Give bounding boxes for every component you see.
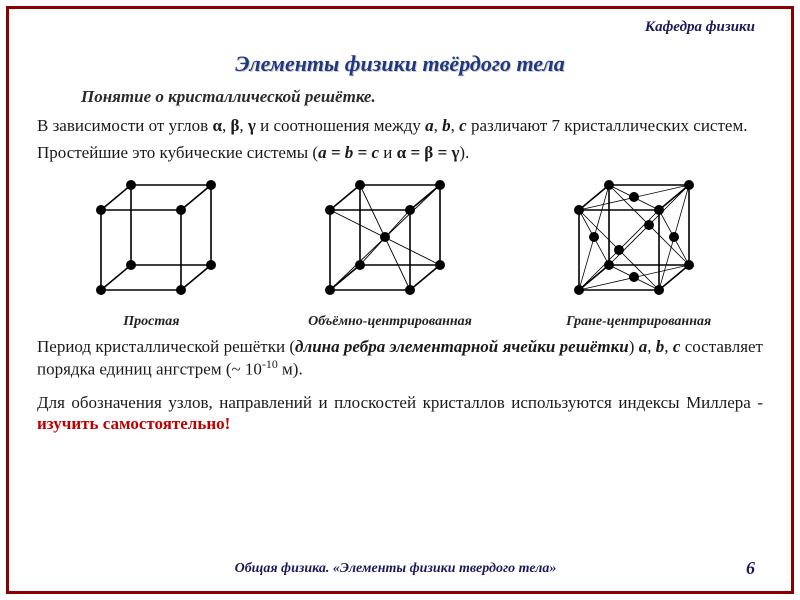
- paragraph-angles: В зависимости от углов α, β, γ и соотнош…: [37, 115, 763, 136]
- paragraph-period: Период кристаллической решётки (длина ре…: [37, 336, 763, 380]
- paragraph-cubic: Простейшие это кубические системы (a = b…: [37, 142, 763, 163]
- label-bcc: Объёмно-центрированная: [300, 314, 480, 330]
- department-label: Кафедра физики: [645, 19, 755, 36]
- diagram-fcc: Гране-центрированная: [549, 170, 729, 330]
- diagram-bcc: Объёмно-центрированная: [300, 170, 480, 330]
- bcc-svg: [300, 170, 480, 305]
- fcc-svg: [549, 170, 729, 305]
- footer-text: Общая физика. «Элементы физики твердого …: [45, 561, 746, 577]
- page-number: 6: [746, 558, 755, 579]
- label-simple: Простая: [71, 314, 231, 330]
- simple-cubic-svg: [71, 170, 231, 305]
- paragraph-miller: Для обозначения узлов, направлений и пло…: [37, 392, 763, 435]
- lattice-diagrams: Простая: [37, 170, 763, 330]
- footer: Общая физика. «Элементы физики твердого …: [9, 558, 791, 579]
- subtitle: Понятие о кристаллической решётке.: [81, 87, 763, 107]
- diagram-simple-cubic: Простая: [71, 170, 231, 330]
- page-title: Элементы физики твёрдого тела: [37, 51, 763, 77]
- label-fcc: Гране-центрированная: [549, 314, 729, 330]
